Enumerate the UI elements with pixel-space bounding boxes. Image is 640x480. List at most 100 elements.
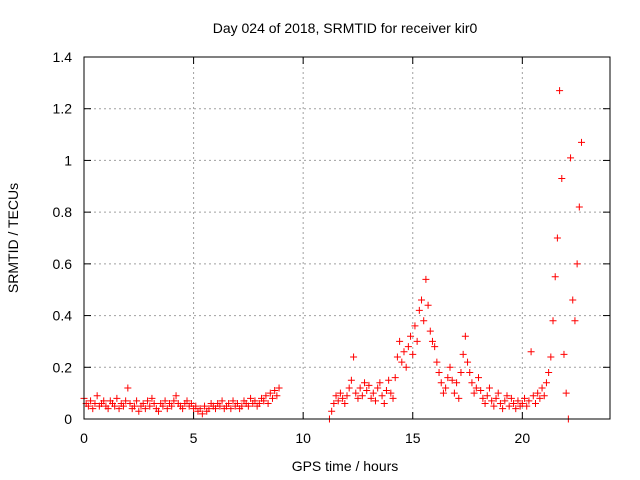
data-point	[122, 397, 130, 405]
data-point	[481, 399, 489, 407]
data-point	[161, 397, 169, 405]
data-point	[382, 387, 390, 395]
data-point	[339, 394, 347, 402]
data-point	[464, 358, 472, 366]
data-point	[562, 389, 570, 397]
data-point	[407, 332, 415, 340]
data-point	[130, 402, 138, 410]
data-point	[523, 402, 531, 410]
data-point	[569, 296, 577, 304]
data-point	[398, 358, 406, 366]
data-point	[371, 397, 379, 405]
data-point	[100, 397, 108, 405]
data-point	[485, 384, 493, 392]
data-point	[133, 397, 141, 405]
y-tick-label: 0.6	[53, 256, 73, 272]
data-point	[525, 397, 533, 405]
data-point	[227, 405, 235, 413]
grid	[84, 57, 610, 419]
data-point	[198, 410, 206, 418]
data-point	[179, 405, 187, 413]
data-point	[124, 384, 132, 392]
data-point	[428, 337, 436, 345]
data-point	[551, 273, 559, 281]
data-point	[170, 397, 178, 405]
data-point	[163, 405, 171, 413]
data-point	[334, 397, 342, 405]
data-point	[365, 381, 373, 389]
data-point	[466, 368, 474, 376]
data-point	[534, 389, 542, 397]
data-point	[255, 399, 263, 407]
data-point	[212, 405, 219, 413]
data-point	[111, 402, 119, 410]
data-point	[159, 402, 167, 410]
data-point	[264, 399, 272, 407]
data-point	[343, 392, 351, 400]
data-point	[479, 394, 487, 402]
data-point	[439, 389, 447, 397]
data-point	[233, 399, 241, 407]
y-tick-label: 0.4	[53, 308, 73, 324]
y-tick-label: 0.8	[53, 204, 73, 220]
data-point	[553, 234, 561, 242]
data-point	[260, 397, 268, 405]
data-point	[380, 399, 388, 407]
data-point	[503, 392, 511, 400]
data-point	[415, 306, 423, 314]
data-point	[104, 405, 112, 413]
data-point	[216, 402, 224, 410]
data-point	[483, 392, 491, 400]
data-point	[358, 392, 366, 400]
data-point	[575, 203, 583, 211]
data-point	[461, 332, 469, 340]
data-point	[262, 392, 270, 400]
data-point	[527, 348, 535, 356]
data-point	[437, 379, 445, 387]
data-point	[247, 394, 255, 402]
data-point	[402, 363, 410, 371]
data-point	[356, 384, 364, 392]
data-point	[409, 350, 417, 358]
data-point	[521, 394, 529, 402]
data-point	[135, 407, 143, 415]
data-point	[529, 392, 537, 400]
data-point	[542, 379, 550, 387]
data-point	[426, 327, 434, 335]
data-point	[531, 399, 539, 407]
data-point	[475, 374, 482, 382]
data-point	[183, 397, 191, 405]
data-point	[468, 379, 476, 387]
data-point	[448, 376, 456, 384]
data-point	[512, 405, 520, 413]
data-point	[201, 402, 209, 410]
data-point	[393, 353, 401, 361]
y-tick-label: 1.2	[53, 101, 73, 117]
data-point	[354, 394, 362, 402]
data-point	[490, 402, 498, 410]
data-point	[150, 399, 158, 407]
data-point	[536, 394, 544, 402]
data-point	[418, 296, 426, 304]
data-point	[347, 376, 355, 384]
data-point	[91, 399, 99, 407]
data-point	[547, 353, 555, 361]
data-point	[560, 350, 568, 358]
data-point	[435, 368, 443, 376]
y-tick-label: 1.4	[53, 49, 73, 65]
data-point	[396, 337, 404, 345]
data-point	[345, 384, 353, 392]
data-point	[457, 368, 465, 376]
data-point	[369, 389, 377, 397]
data-point	[387, 389, 395, 397]
data-point	[93, 392, 101, 400]
data-point	[172, 392, 180, 400]
data-point	[446, 363, 454, 371]
data-point	[472, 384, 480, 392]
axes: 0 5 10 15 20 0 0.2 0.4 0.6 0.8 1 1.2 1.4	[53, 49, 610, 446]
data-point	[229, 397, 237, 405]
data-point	[455, 394, 463, 402]
data-point	[363, 387, 371, 395]
data-point	[433, 358, 441, 366]
